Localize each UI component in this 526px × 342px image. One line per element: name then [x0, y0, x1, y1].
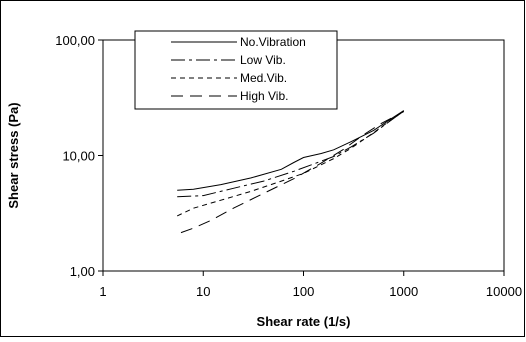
series-line-3 — [176, 110, 405, 217]
x-tick-label: 10000 — [486, 284, 522, 299]
x-tick-label: 1000 — [389, 284, 418, 299]
x-axis-title: Shear rate (1/s) — [257, 314, 351, 329]
y-axis-title: Shear stress (Pa) — [6, 102, 21, 208]
x-tick-label: 100 — [293, 284, 315, 299]
legend-label-2: Low Vib. — [240, 53, 286, 67]
legend-label-1: No.Vibration — [240, 35, 306, 49]
y-tick-label: 100,00 — [55, 33, 95, 48]
series-line-1 — [177, 110, 405, 191]
y-tick-label: 10,00 — [62, 149, 95, 164]
series-line-4 — [180, 111, 405, 234]
x-tick-label: 10 — [196, 284, 210, 299]
legend-label-3: Med.Vib. — [240, 71, 287, 85]
series-line-2 — [177, 110, 405, 198]
legend-label-4: High Vib. — [240, 89, 288, 103]
x-tick-label: 1 — [99, 284, 106, 299]
y-tick-label: 1,00 — [70, 264, 95, 279]
legend: No.Vibration Low Vib. Med.Vib. High Vib. — [134, 30, 338, 110]
legend-box — [134, 30, 338, 110]
x-axis: 1 10 100 1000 10000 — [99, 271, 522, 299]
y-axis: 1,00 10,00 100,00 — [55, 33, 103, 279]
series-group — [176, 110, 405, 234]
